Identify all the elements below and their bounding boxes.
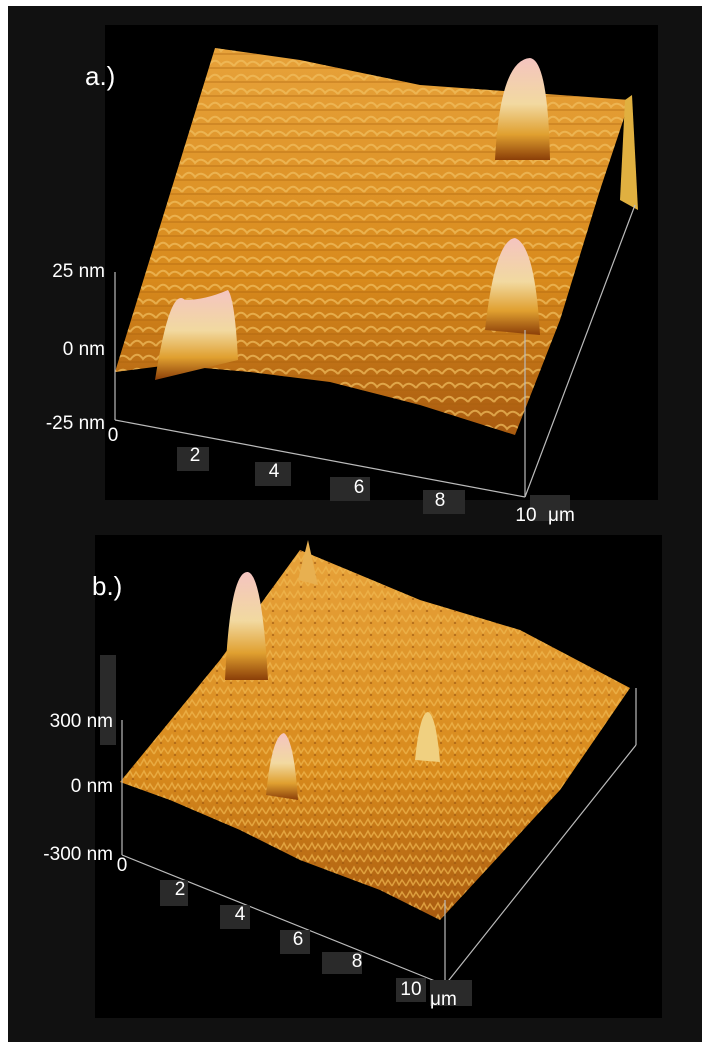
x-tick-label: 8 <box>352 951 363 972</box>
unit-label: μm <box>430 989 457 1010</box>
z-tick-label: 300 nm <box>50 711 113 732</box>
x-tick-label: 0 <box>117 855 128 876</box>
z-tick-label: 25 nm <box>52 261 105 282</box>
axes-a <box>114 204 636 521</box>
x-tick-label: 0 <box>108 425 119 446</box>
z-tick-label: -300 nm <box>43 844 113 865</box>
x-tick-label: 8 <box>435 490 446 511</box>
z-tick-label: 0 nm <box>71 776 113 797</box>
panel-label: a.) <box>85 61 115 91</box>
x-tick-label: 10 <box>400 979 421 1000</box>
x-tick-label: 6 <box>293 929 304 950</box>
panel-label: b.) <box>92 571 122 601</box>
x-tick-label: 4 <box>235 904 246 925</box>
z-tick-label: -25 nm <box>46 413 105 434</box>
x-tick-label: 2 <box>190 445 201 466</box>
x-tick-label: 6 <box>354 477 365 498</box>
x-tick-label: 10 <box>515 505 536 526</box>
x-tick-label: 4 <box>269 461 280 482</box>
unit-label: μm <box>548 505 575 526</box>
x-tick-label: 2 <box>175 879 186 900</box>
axes-b <box>100 655 637 1006</box>
surface-a <box>115 48 638 435</box>
surface-b <box>120 540 630 920</box>
z-tick-label: 0 nm <box>63 339 105 360</box>
